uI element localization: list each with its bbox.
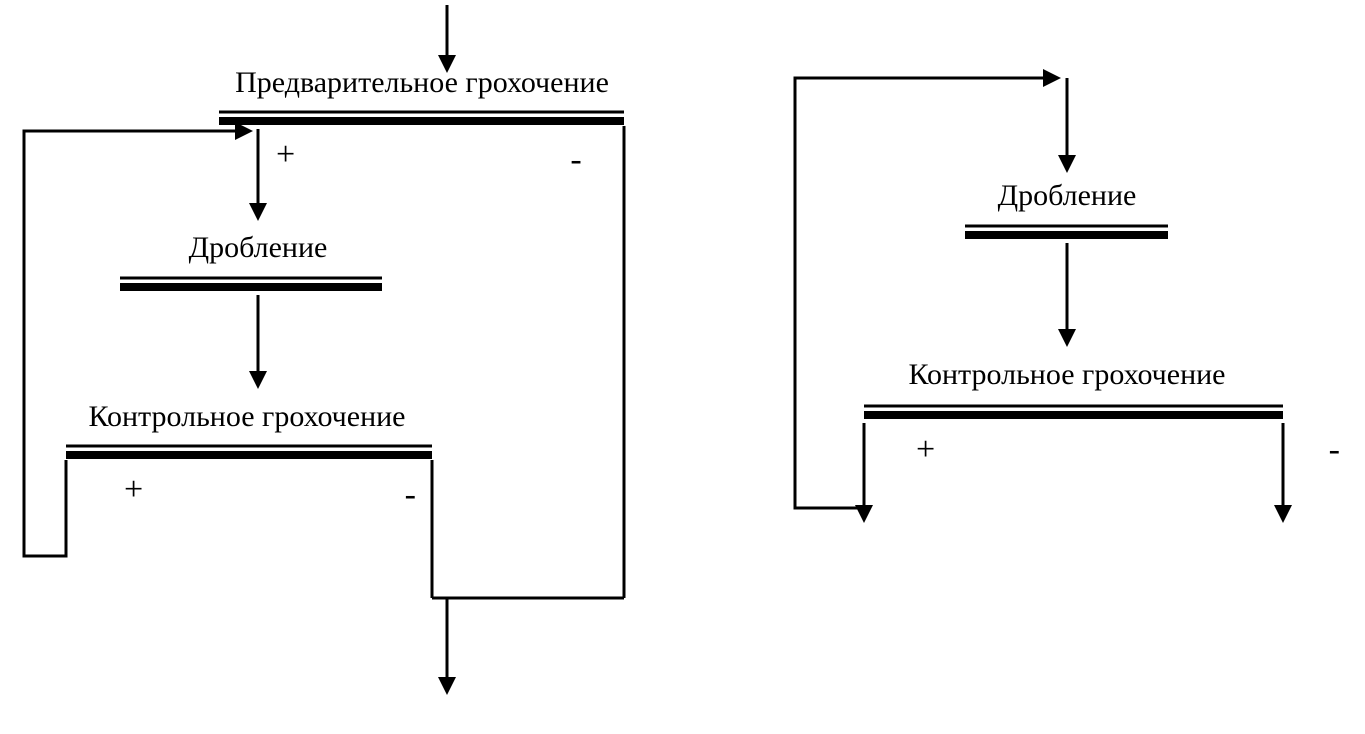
left-pre-screening-label: Предварительное грохочение — [235, 66, 609, 99]
left-pre-plus: + — [276, 136, 295, 173]
right-ctrl-plus: + — [916, 431, 935, 468]
left-pre-screening-bar — [219, 112, 624, 121]
right-ctrl-label: Контрольное грохочение — [908, 358, 1225, 391]
right-crushing-bar — [965, 226, 1168, 235]
right-crushing-label: Дробление — [998, 179, 1137, 212]
right-ctrl-minus: - — [1329, 431, 1340, 468]
right-ctrl-bar — [864, 406, 1283, 415]
left-ctrl-bar — [66, 446, 432, 455]
left-crushing-label: Дробление — [189, 231, 328, 264]
left-ctrl-plus: + — [124, 471, 143, 508]
left-ctrl-label: Контрольное грохочение — [88, 400, 405, 433]
left-ctrl-minus: - — [405, 476, 416, 513]
left-crushing-bar — [120, 278, 382, 287]
left-pre-minus: - — [570, 141, 581, 178]
